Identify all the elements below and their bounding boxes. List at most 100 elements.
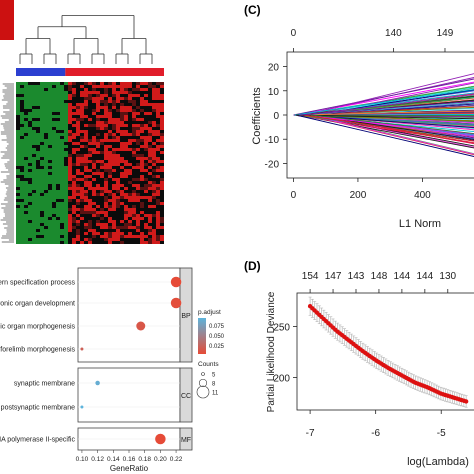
heatmap-cell [144, 235, 148, 238]
heatmap-cell [112, 214, 116, 217]
heatmap-cell [24, 121, 28, 124]
heatmap-cell [16, 208, 20, 211]
heatmap-cell [40, 97, 44, 100]
heatmap-cell [20, 226, 24, 229]
heatmap-cell [148, 100, 152, 103]
heatmap-cell [60, 166, 64, 169]
heatmap-cell [40, 142, 44, 145]
heatmap-cell [84, 196, 88, 199]
coef-path [293, 114, 474, 139]
heatmap-cell [76, 145, 80, 148]
heatmap-cell [136, 190, 140, 193]
heatmap-cell [72, 121, 76, 124]
heatmap-cell [100, 103, 104, 106]
heatmap-cell [128, 232, 132, 235]
heatmap-cell [28, 88, 32, 91]
heatmap-cell [80, 154, 84, 157]
heatmap-cell [112, 94, 116, 97]
heatmap-cell [140, 136, 144, 139]
padj-legend-title: p.adjust [198, 309, 221, 316]
heatmap-cell [76, 220, 80, 223]
heatmap-cell [28, 145, 32, 148]
heatmap-cell [108, 166, 112, 169]
heatmap-cell [136, 124, 140, 127]
heatmap-cell [64, 184, 68, 187]
heatmap-cell [120, 172, 124, 175]
heatmap-cell [148, 211, 152, 214]
heatmap-cell [84, 226, 88, 229]
heatmap-cell [80, 88, 84, 91]
heatmap-cell [112, 88, 116, 91]
heatmap-cell [28, 235, 32, 238]
heatmap-cell [128, 199, 132, 202]
term-label: postsynaptic membrane [1, 405, 75, 412]
heatmap-cell [140, 220, 144, 223]
heatmap-cell [16, 133, 20, 136]
heatmap-cell [100, 181, 104, 184]
heatmap-cell [60, 82, 64, 85]
heatmap-cell [156, 97, 160, 100]
heatmap-cell [140, 163, 144, 166]
heatmap-cell [88, 97, 92, 100]
heatmap-cell [104, 136, 108, 139]
heatmap-cell [112, 169, 116, 172]
heatmap-cell [160, 178, 164, 181]
heatmap-cell [36, 187, 40, 190]
heatmap-cell [32, 88, 36, 91]
heatmap-cell [72, 112, 76, 115]
heatmap-cell [152, 223, 156, 226]
heatmap-cell [20, 214, 24, 217]
heatmap-cell [32, 118, 36, 121]
heatmap-cell [100, 115, 104, 118]
heatmap-cell [56, 175, 60, 178]
heatmap-cell [108, 160, 112, 163]
heatmap-cell [56, 178, 60, 181]
heatmap-cell [108, 169, 112, 172]
heatmap-cell [76, 118, 80, 121]
heatmap-cell [92, 133, 96, 136]
heatmap-cell [116, 202, 120, 205]
heatmap-cell [32, 130, 36, 133]
heatmap-cell [72, 190, 76, 193]
heatmap-cell [20, 127, 24, 130]
heatmap-cell [108, 109, 112, 112]
heatmap-cell [100, 196, 104, 199]
heatmap-cell [28, 166, 32, 169]
heatmap-cell [140, 193, 144, 196]
heatmap-cell [144, 127, 148, 130]
heatmap-cell [132, 196, 136, 199]
heatmap-cell [16, 85, 20, 88]
heatmap-cell [144, 175, 148, 178]
heatmap-cell [124, 127, 128, 130]
heatmap-cell [100, 136, 104, 139]
heatmap-cell [104, 226, 108, 229]
heatmap-cell [156, 106, 160, 109]
heatmap-cell [160, 220, 164, 223]
heatmap-cell [104, 88, 108, 91]
heatmap-cell [60, 136, 64, 139]
heatmap-cell [144, 106, 148, 109]
facet-label: BP [181, 313, 191, 320]
heatmap-cell [128, 220, 132, 223]
heatmap-cell [88, 94, 92, 97]
heatmap-cell [152, 235, 156, 238]
heatmap-cell [76, 88, 80, 91]
heatmap-cell [120, 127, 124, 130]
heatmap-cell [144, 157, 148, 160]
heatmap-cell [40, 124, 44, 127]
heatmap-cell [72, 100, 76, 103]
heatmap-cell [112, 112, 116, 115]
heatmap-cell [20, 241, 24, 244]
heatmap-cell [152, 103, 156, 106]
heatmap-cell [36, 145, 40, 148]
heatmap-cell [36, 85, 40, 88]
heatmap-cell [128, 100, 132, 103]
heatmap-cell [76, 169, 80, 172]
heatmap-cell [104, 127, 108, 130]
heatmap-cell [92, 103, 96, 106]
heatmap-cell [144, 130, 148, 133]
heatmap-cell [132, 100, 136, 103]
heatmap-cell [20, 190, 24, 193]
